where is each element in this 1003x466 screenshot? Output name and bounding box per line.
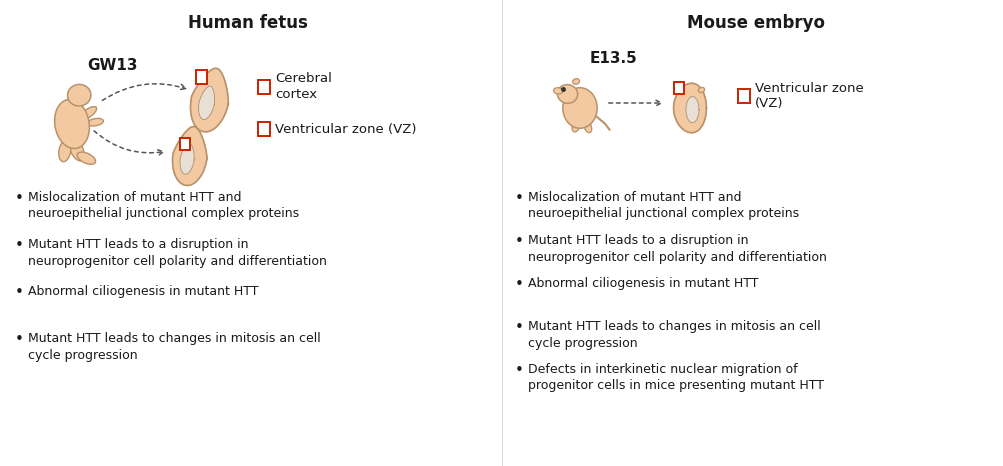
Ellipse shape <box>79 107 96 120</box>
Text: Abnormal ciliogenesis in mutant HTT: Abnormal ciliogenesis in mutant HTT <box>528 277 757 290</box>
Text: Mutant HTT leads to a disruption in
neuroprogenitor cell polarity and differenti: Mutant HTT leads to a disruption in neur… <box>28 238 327 267</box>
Text: Mislocalization of mutant HTT and
neuroepithelial junctional complex proteins: Mislocalization of mutant HTT and neuroe… <box>28 191 299 220</box>
Polygon shape <box>685 96 698 123</box>
Text: •: • <box>515 320 524 335</box>
Ellipse shape <box>563 88 597 128</box>
Text: Cerebral
cortex: Cerebral cortex <box>275 73 332 102</box>
Ellipse shape <box>584 121 591 133</box>
Polygon shape <box>191 69 228 132</box>
Ellipse shape <box>77 152 95 164</box>
Text: Mutant HTT leads to changes in mitosis an cell
cycle progression: Mutant HTT leads to changes in mitosis a… <box>528 320 819 350</box>
Polygon shape <box>180 144 194 174</box>
Text: E13.5: E13.5 <box>590 51 637 66</box>
Polygon shape <box>173 127 207 185</box>
Text: Mouse embryo: Mouse embryo <box>686 14 824 32</box>
Text: •: • <box>515 191 524 206</box>
Text: Ventricular zone (VZ): Ventricular zone (VZ) <box>275 123 416 136</box>
Text: Ventricular zone
(VZ): Ventricular zone (VZ) <box>754 82 863 110</box>
Text: Defects in interkinetic nuclear migration of
progenitor cells in mice presenting: Defects in interkinetic nuclear migratio… <box>528 363 823 392</box>
Bar <box>196 70 207 84</box>
Text: Mutant HTT leads to changes in mitosis an cell
cycle progression: Mutant HTT leads to changes in mitosis a… <box>28 332 320 362</box>
Bar <box>180 138 190 150</box>
Bar <box>258 122 270 136</box>
Text: Abnormal ciliogenesis in mutant HTT: Abnormal ciliogenesis in mutant HTT <box>28 285 258 298</box>
Bar <box>737 89 749 103</box>
Ellipse shape <box>67 84 91 106</box>
Text: GW13: GW13 <box>87 58 137 73</box>
Text: •: • <box>15 332 24 347</box>
Ellipse shape <box>572 79 579 84</box>
Text: •: • <box>15 285 24 300</box>
Ellipse shape <box>698 88 704 93</box>
Polygon shape <box>673 83 706 133</box>
Ellipse shape <box>54 99 89 149</box>
Bar <box>258 80 270 94</box>
Polygon shape <box>199 86 215 119</box>
Text: •: • <box>515 234 524 249</box>
Ellipse shape <box>572 118 580 132</box>
Text: Mislocalization of mutant HTT and
neuroepithelial junctional complex proteins: Mislocalization of mutant HTT and neuroe… <box>528 191 798 220</box>
Ellipse shape <box>68 137 84 161</box>
Text: •: • <box>515 277 524 292</box>
Ellipse shape <box>59 140 71 162</box>
Ellipse shape <box>553 88 563 94</box>
Ellipse shape <box>87 118 103 126</box>
Ellipse shape <box>557 84 577 103</box>
Text: •: • <box>15 238 24 253</box>
Bar <box>673 82 683 94</box>
Text: Mutant HTT leads to a disruption in
neuroprogenitor cell polarity and differenti: Mutant HTT leads to a disruption in neur… <box>528 234 826 263</box>
Ellipse shape <box>585 98 593 110</box>
Text: •: • <box>515 363 524 378</box>
Text: •: • <box>15 191 24 206</box>
Text: Human fetus: Human fetus <box>188 14 308 32</box>
